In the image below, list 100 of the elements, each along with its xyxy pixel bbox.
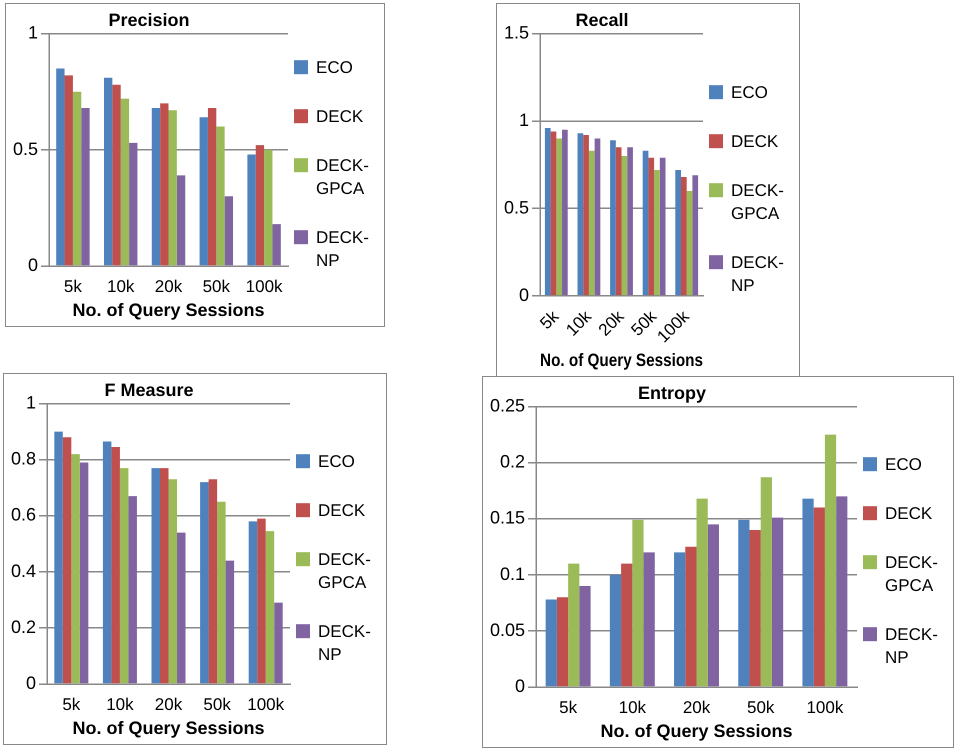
legend-label: DECK-GPCA bbox=[318, 549, 372, 594]
bar bbox=[674, 552, 686, 686]
bar bbox=[152, 108, 160, 266]
bar bbox=[749, 530, 761, 686]
legend-label: DECK-NP bbox=[731, 252, 785, 297]
bar bbox=[226, 560, 234, 684]
bar bbox=[685, 546, 697, 686]
bar bbox=[692, 175, 698, 296]
bar bbox=[266, 531, 274, 684]
x-tick-label: 20k bbox=[154, 694, 183, 714]
bar bbox=[152, 468, 160, 684]
bar bbox=[168, 479, 178, 684]
x-tick-label: 100k bbox=[247, 694, 285, 714]
bar bbox=[622, 156, 628, 296]
x-tick-label: 5k bbox=[62, 694, 81, 714]
x-axis-title: No. of Query Sessions bbox=[600, 721, 793, 742]
x-tick-label: 50k bbox=[203, 694, 232, 714]
x-tick-label: 10k bbox=[106, 694, 134, 714]
legend-label: DECK bbox=[731, 131, 780, 154]
bar bbox=[102, 441, 112, 684]
x-tick-label: 100k bbox=[246, 276, 284, 296]
chart-title: F Measure bbox=[104, 380, 194, 400]
x-tick-label: 10k bbox=[618, 698, 647, 717]
x-tick-label: 100k bbox=[806, 698, 844, 717]
x-tick-label: 50k bbox=[202, 276, 231, 296]
bar bbox=[177, 532, 186, 684]
y-tick-label: 0.2 bbox=[500, 452, 526, 472]
x-tick-label: 20k bbox=[154, 276, 183, 296]
x-tick-label: 10k bbox=[562, 306, 596, 340]
bar bbox=[200, 117, 208, 266]
bar bbox=[594, 138, 600, 296]
bar bbox=[556, 138, 562, 296]
bar bbox=[583, 135, 589, 296]
bar bbox=[556, 597, 568, 686]
legend-label: ECO bbox=[316, 57, 354, 80]
bar bbox=[588, 150, 595, 296]
bar bbox=[176, 175, 186, 266]
y-tick-label: 0 bbox=[26, 672, 36, 693]
x-tick-label: 50k bbox=[747, 698, 775, 717]
bar bbox=[257, 518, 266, 684]
bar bbox=[814, 508, 825, 686]
x-tick-label: 5k bbox=[64, 276, 82, 296]
bar bbox=[686, 190, 692, 296]
bar bbox=[627, 147, 633, 296]
chart-title: Recall bbox=[575, 10, 629, 30]
bar bbox=[81, 108, 90, 266]
bar bbox=[272, 224, 281, 266]
bar bbox=[681, 176, 687, 296]
bar bbox=[544, 128, 551, 296]
legend-label: ECO bbox=[318, 451, 356, 474]
bar bbox=[247, 154, 256, 266]
bar bbox=[104, 78, 112, 266]
bar bbox=[738, 520, 750, 686]
y-tick-label: 1 bbox=[28, 22, 38, 43]
bar bbox=[824, 434, 836, 686]
bar bbox=[111, 447, 120, 684]
bar bbox=[621, 564, 632, 686]
bar bbox=[200, 482, 209, 684]
bar bbox=[120, 468, 128, 684]
bar bbox=[56, 68, 65, 266]
legend-label: DECK bbox=[316, 106, 364, 128]
y-tick-label: 0 bbox=[28, 254, 38, 275]
y-tick-label: 0 bbox=[515, 676, 526, 696]
y-tick-label: 0.5 bbox=[504, 197, 530, 218]
y-tick-label: 0.05 bbox=[490, 620, 526, 640]
bar bbox=[216, 126, 225, 266]
bar bbox=[546, 600, 557, 686]
bar bbox=[62, 437, 72, 684]
bar bbox=[802, 498, 814, 686]
x-tick-label: 5k bbox=[536, 306, 563, 333]
bar bbox=[708, 524, 719, 686]
bar bbox=[129, 142, 138, 266]
bar bbox=[248, 521, 258, 684]
bar bbox=[660, 158, 666, 296]
bar bbox=[160, 468, 169, 684]
bar bbox=[562, 130, 568, 296]
bar bbox=[675, 170, 681, 296]
bar bbox=[632, 520, 644, 686]
bar bbox=[696, 498, 708, 686]
bar bbox=[224, 196, 234, 266]
y-tick-label: 0.8 bbox=[10, 448, 36, 469]
bar bbox=[160, 103, 169, 266]
x-axis-title: No. of Query Sessions bbox=[540, 350, 703, 370]
y-tick-label: 0 bbox=[519, 284, 530, 305]
bar bbox=[264, 150, 272, 266]
bar bbox=[568, 564, 580, 686]
y-tick-label: 0.5 bbox=[12, 138, 38, 159]
legend-label: DECK-GPCA bbox=[316, 155, 370, 200]
bar bbox=[610, 574, 622, 686]
y-tick-label: 0.2 bbox=[10, 616, 36, 637]
bar bbox=[80, 462, 88, 684]
legend-label: DECK-GPCA bbox=[885, 552, 939, 597]
bar bbox=[208, 479, 218, 684]
bar bbox=[616, 147, 622, 296]
bar bbox=[654, 170, 660, 296]
legend-label: DECK-NP bbox=[885, 624, 939, 669]
legend-label: DECK-NP bbox=[316, 226, 370, 272]
legend-label: DECK bbox=[318, 500, 366, 522]
y-tick-label: 1 bbox=[26, 392, 36, 413]
bar bbox=[72, 92, 82, 266]
